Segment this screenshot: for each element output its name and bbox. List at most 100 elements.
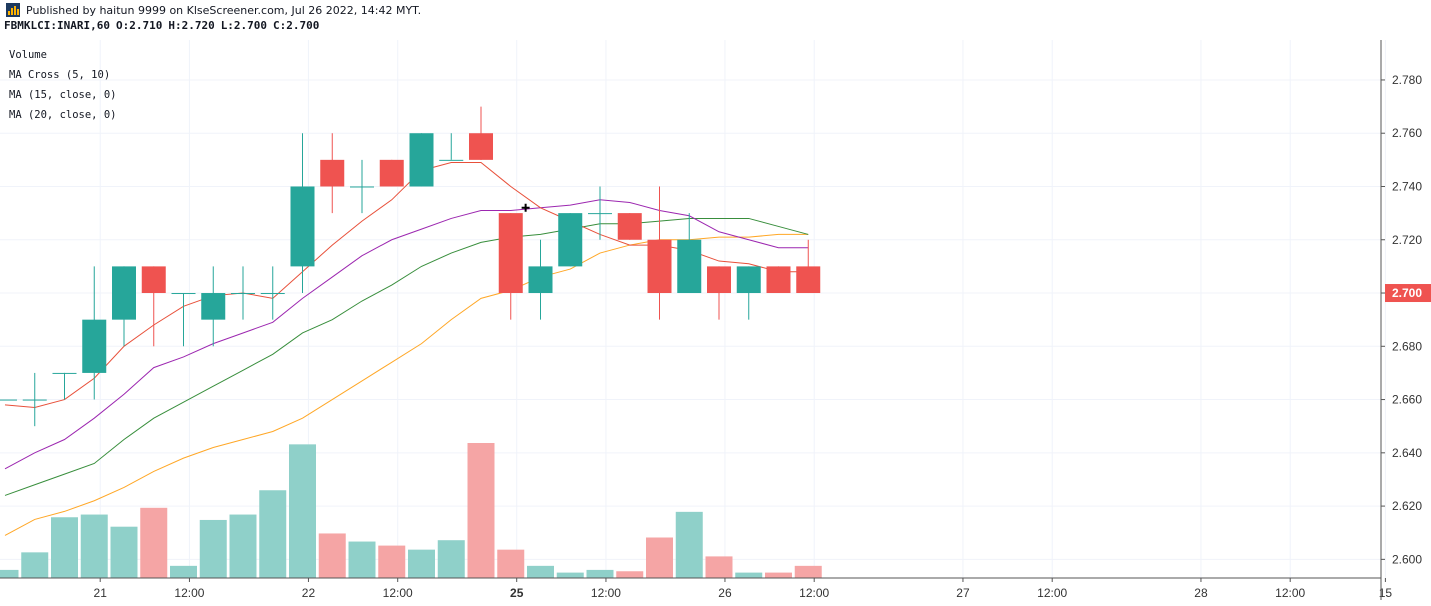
y-tick-label: 2.600 (1392, 552, 1422, 566)
chart-axes: 2.780 2.760 2.740 2.720 2.700 2.680 2.660 2.640… (0, 40, 1431, 600)
volume-bar (348, 541, 376, 578)
indicator-legend: Volume MA Cross (5, 10) MA (15, close, 0… (9, 45, 116, 125)
legend-ma20[interactable]: MA (20, close, 0) (9, 109, 117, 121)
volume-bar (735, 572, 763, 578)
candle-body (350, 186, 374, 188)
candle-body (201, 293, 226, 320)
volume-bar (497, 549, 525, 578)
volume-bar (527, 565, 554, 578)
candle-body (22, 399, 47, 401)
candle-body (0, 399, 17, 401)
volume-bar (586, 569, 614, 578)
last-price-tag (1385, 284, 1431, 303)
volume-bar (259, 490, 287, 578)
candle-body (558, 213, 583, 267)
candle-body (260, 293, 285, 295)
x-tick-label: 12:00 (383, 586, 413, 600)
candle-body (766, 266, 791, 294)
close-value: C:2.700 (273, 19, 320, 32)
candle-body (469, 133, 493, 160)
low-value: L:2.700 (220, 19, 268, 32)
volume-bar (21, 552, 49, 578)
volume-bar (289, 444, 316, 578)
y-tick-label: 2.720 (1392, 233, 1422, 247)
volume-bar (408, 549, 435, 578)
candle-body (320, 159, 345, 187)
candle-body (409, 133, 434, 187)
high-value: H:2.720 (168, 19, 215, 32)
volume-bar (646, 537, 673, 578)
volume-bars (0, 443, 822, 578)
x-tick-label: 27 (956, 586, 970, 600)
candle-body (141, 266, 166, 294)
klsescreener-logo-icon (6, 3, 20, 17)
candle-body (112, 266, 136, 320)
ma-cross-fast-line (4, 162, 809, 409)
legend-ma-cross[interactable]: MA Cross (5, 10) (9, 69, 111, 81)
volume-bar (318, 533, 346, 578)
ohlc-line: FBMKLCI:INARI,60 O:2.710 H:2.720 L:2.700 C:2… (4, 19, 325, 32)
volume-bar (110, 526, 138, 578)
y-tick-label: 2.640 (1392, 446, 1422, 460)
candlesticks (0, 106, 821, 427)
symbol-label: FBMKLCI:INARI,60 (4, 19, 110, 32)
candle-body (528, 266, 553, 294)
candle-body (231, 293, 255, 295)
ma20-line (4, 233, 809, 536)
y-tick-label: 2.780 (1392, 73, 1422, 87)
y-tick-label: 2.660 (1392, 393, 1422, 407)
moving-average-lines (4, 162, 809, 536)
candle-body (52, 372, 77, 374)
candle-body (677, 239, 702, 294)
ma-cross-slow-line (4, 199, 809, 470)
chart-header: Published by haitun 9999 on KlseScreener… (0, 0, 1380, 40)
volume-bar (80, 514, 108, 578)
volume-bar (556, 572, 584, 578)
x-tick-label: 15 (1379, 586, 1393, 600)
candle-body (439, 159, 464, 161)
volume-bar (229, 514, 257, 578)
legend-ma15[interactable]: MA (15, close, 0) (9, 89, 117, 101)
y-tick-label: 2.760 (1392, 126, 1422, 140)
candle-body (171, 293, 196, 295)
candle-body (647, 239, 672, 294)
x-tick-label: 21 (94, 586, 108, 600)
candle-body (290, 186, 315, 267)
volume-bar (467, 443, 495, 578)
candle-body (617, 213, 642, 240)
volume-bar (437, 540, 465, 578)
ma-cross-marker-icon (521, 203, 530, 212)
volume-bar (199, 519, 227, 578)
open-value: O:2.710 (115, 19, 163, 32)
volume-bar (140, 507, 168, 578)
volume-bar (794, 565, 822, 578)
last-price-label: 2.700 (1392, 286, 1422, 300)
volume-bar (765, 572, 792, 578)
x-tick-label: 25 (510, 586, 524, 600)
x-tick-label: 12:00 (1037, 586, 1067, 600)
volume-bar (675, 511, 703, 578)
y-tick-label: 2.680 (1392, 339, 1422, 353)
candle-body (498, 213, 523, 294)
x-tick-label: 26 (718, 586, 732, 600)
x-tick-label: 12:00 (174, 586, 204, 600)
y-tick-label: 2.620 (1392, 499, 1422, 513)
candle-body (736, 266, 761, 294)
candle-body (379, 159, 404, 187)
chart-grid (0, 40, 1386, 578)
published-text: Published by haitun 9999 on KlseScreener… (26, 3, 422, 17)
candle-body (796, 266, 821, 294)
legend-volume[interactable]: Volume (9, 49, 47, 61)
volume-bar (705, 556, 733, 578)
x-tick-label: 28 (1194, 586, 1208, 600)
volume-bar (0, 569, 19, 578)
volume-bar (378, 545, 406, 578)
ma15-line (4, 217, 809, 496)
y-tick-label: 2.740 (1392, 179, 1422, 193)
volume-bar (170, 565, 197, 578)
candle-body (588, 213, 612, 215)
candle-body (707, 266, 731, 294)
candle-body (82, 319, 107, 373)
x-tick-label: 12:00 (591, 586, 621, 600)
